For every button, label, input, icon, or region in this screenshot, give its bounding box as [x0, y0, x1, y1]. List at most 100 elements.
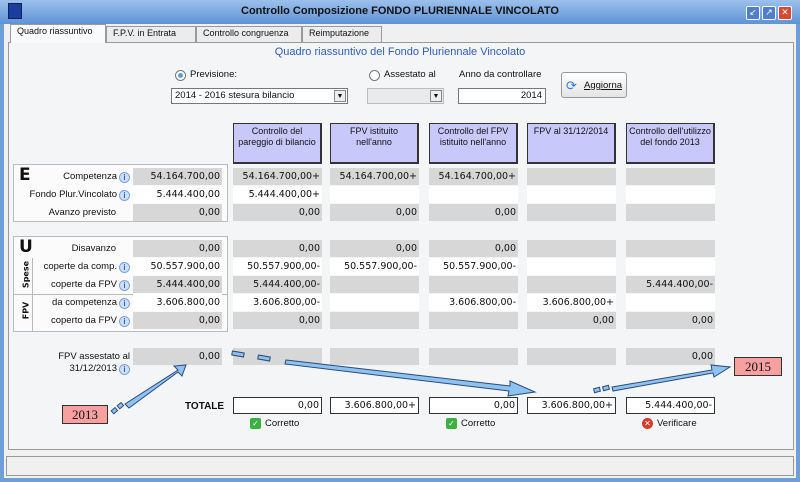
close-button[interactable]: ✕	[778, 6, 792, 20]
table-cell: 5.444.400,00+	[233, 186, 322, 203]
table-cell	[330, 276, 419, 293]
table-cell	[233, 348, 322, 365]
refresh-icon: ⟳	[566, 78, 577, 93]
table-cell	[330, 348, 419, 365]
check-icon: ✓	[250, 418, 261, 429]
table-cell	[626, 204, 715, 221]
table-cell: 3.606.800,00-	[233, 294, 322, 311]
row-label: da competenza i	[34, 294, 130, 311]
info-icon[interactable]: i	[119, 262, 130, 273]
year-2013-label: 2013	[62, 405, 108, 424]
table-cell	[330, 186, 419, 203]
total-fpv-31-12: 3.606.800,00+	[527, 397, 616, 414]
column-header-fpv-istituito: FPV istituito nell'anno	[330, 123, 419, 164]
info-icon[interactable]: i	[119, 298, 130, 309]
table-cell: 0,00	[233, 312, 322, 329]
table-cell	[429, 186, 518, 203]
row-value: 0,00	[133, 348, 222, 365]
table-cell: 5.444.400,00-	[626, 276, 715, 293]
status-bar	[6, 456, 794, 476]
row-label-text: Competenza	[63, 171, 117, 182]
table-cell	[330, 312, 419, 329]
previsione-select[interactable]: 2014 - 2016 stesura bilancio ▼	[171, 88, 348, 104]
row-label-text: Disavanzo	[71, 243, 116, 254]
row-value: 5.444.400,00	[133, 276, 222, 293]
row-value: 3.606.800,00	[133, 294, 222, 311]
table-cell	[527, 276, 616, 293]
table-cell: 3.606.800,00+	[527, 294, 616, 311]
info-icon[interactable]: i	[119, 316, 130, 327]
row-label: coperte da FPV i	[34, 276, 130, 293]
table-cell	[527, 348, 616, 365]
row-label: Avanzo previsto	[20, 204, 130, 221]
column-header-pareggio: Controllo del pareggio di bilancio	[233, 123, 322, 164]
entrate-letter: E	[19, 165, 31, 185]
table-cell: 54.164.700,00+	[330, 168, 419, 185]
chevron-down-icon[interactable]: ▼	[334, 90, 346, 102]
table-cell: 0,00	[330, 240, 419, 257]
row-label-text: coperte da FPV	[50, 279, 117, 290]
table-cell	[626, 294, 715, 311]
row-label: FPV assestato al 31/12/2013 i	[30, 348, 130, 376]
total-controllo-fpv: 0,00	[429, 397, 518, 414]
maximize-button[interactable]: ↗	[762, 6, 776, 20]
row-value: 50.557.900,00	[133, 258, 222, 275]
table-cell: 3.606.800,00-	[429, 294, 518, 311]
row-value: 54.164.700,00	[133, 168, 222, 185]
chevron-down-icon[interactable]: ▼	[430, 90, 442, 102]
table-cell	[527, 240, 616, 257]
table-cell: 50.557.900,00-	[429, 258, 518, 275]
table-cell	[429, 312, 518, 329]
row-value: 0,00	[133, 240, 222, 257]
aggiorna-button[interactable]: ⟳ Aggiorna	[561, 72, 627, 98]
row-label-text: FPV assestato al 31/12/2013	[58, 351, 130, 374]
title-bar	[0, 0, 800, 24]
tab-quadro-riassuntivo[interactable]: Quadro riassuntivo	[10, 24, 106, 43]
table-cell: 0,00	[527, 312, 616, 329]
info-icon[interactable]: i	[119, 364, 130, 375]
previsione-value: 2014 - 2016 stesura bilancio	[175, 90, 295, 101]
table-cell	[527, 168, 616, 185]
row-value: 0,00	[133, 204, 222, 221]
total-pareggio: 0,00	[233, 397, 322, 414]
table-cell	[527, 204, 616, 221]
info-icon[interactable]: i	[119, 190, 130, 201]
table-cell: 0,00	[233, 240, 322, 257]
table-cell	[429, 276, 518, 293]
row-label: Fondo Plur.Vincolato i	[20, 186, 130, 203]
check-status-controllo-fpv: ✓ Corretto	[446, 418, 495, 429]
table-cell: 50.557.900,00-	[330, 258, 419, 275]
table-cell: 0,00	[330, 204, 419, 221]
row-label-text: coperto da FPV	[50, 315, 117, 326]
year-2015-label: 2015	[734, 357, 782, 376]
table-cell: 0,00	[233, 204, 322, 221]
tab-controllo-congruenza[interactable]: Controllo congruenza	[196, 26, 302, 42]
assestato-radio[interactable]	[369, 70, 380, 81]
arrow-to-fpv-2014	[284, 359, 537, 397]
assestato-select[interactable]: ▼	[367, 88, 444, 104]
error-icon: ✕	[642, 418, 653, 429]
app-icon	[8, 3, 22, 19]
previsione-radio[interactable]	[175, 70, 186, 81]
row-label-text: Fondo Plur.Vincolato	[29, 189, 118, 200]
aggiorna-label: Aggiorna	[584, 80, 623, 91]
table-cell	[527, 258, 616, 275]
table-cell: 54.164.700,00+	[233, 168, 322, 185]
tab-reimputazione[interactable]: Reimputazione	[302, 26, 382, 42]
info-icon[interactable]: i	[119, 280, 130, 291]
tab-fpv-entrata[interactable]: F.P.V. in Entrata	[106, 26, 196, 42]
table-cell: 5.444.400,00-	[233, 276, 322, 293]
row-label: coperto da FPV i	[34, 312, 130, 329]
anno-input[interactable]: 2014	[458, 88, 546, 104]
row-label: coperte da comp. i	[34, 258, 130, 275]
row-label-text: da competenza	[52, 297, 117, 308]
row-value: 0,00	[133, 312, 222, 329]
row-label: Competenza i	[20, 168, 130, 185]
divider	[32, 258, 33, 332]
info-icon[interactable]: i	[119, 172, 130, 183]
table-cell: 0,00	[626, 312, 715, 329]
table-cell	[626, 168, 715, 185]
total-utilizzo-fondo: 5.444.400,00-	[626, 397, 715, 414]
minimize-button[interactable]: ↙	[746, 6, 760, 20]
